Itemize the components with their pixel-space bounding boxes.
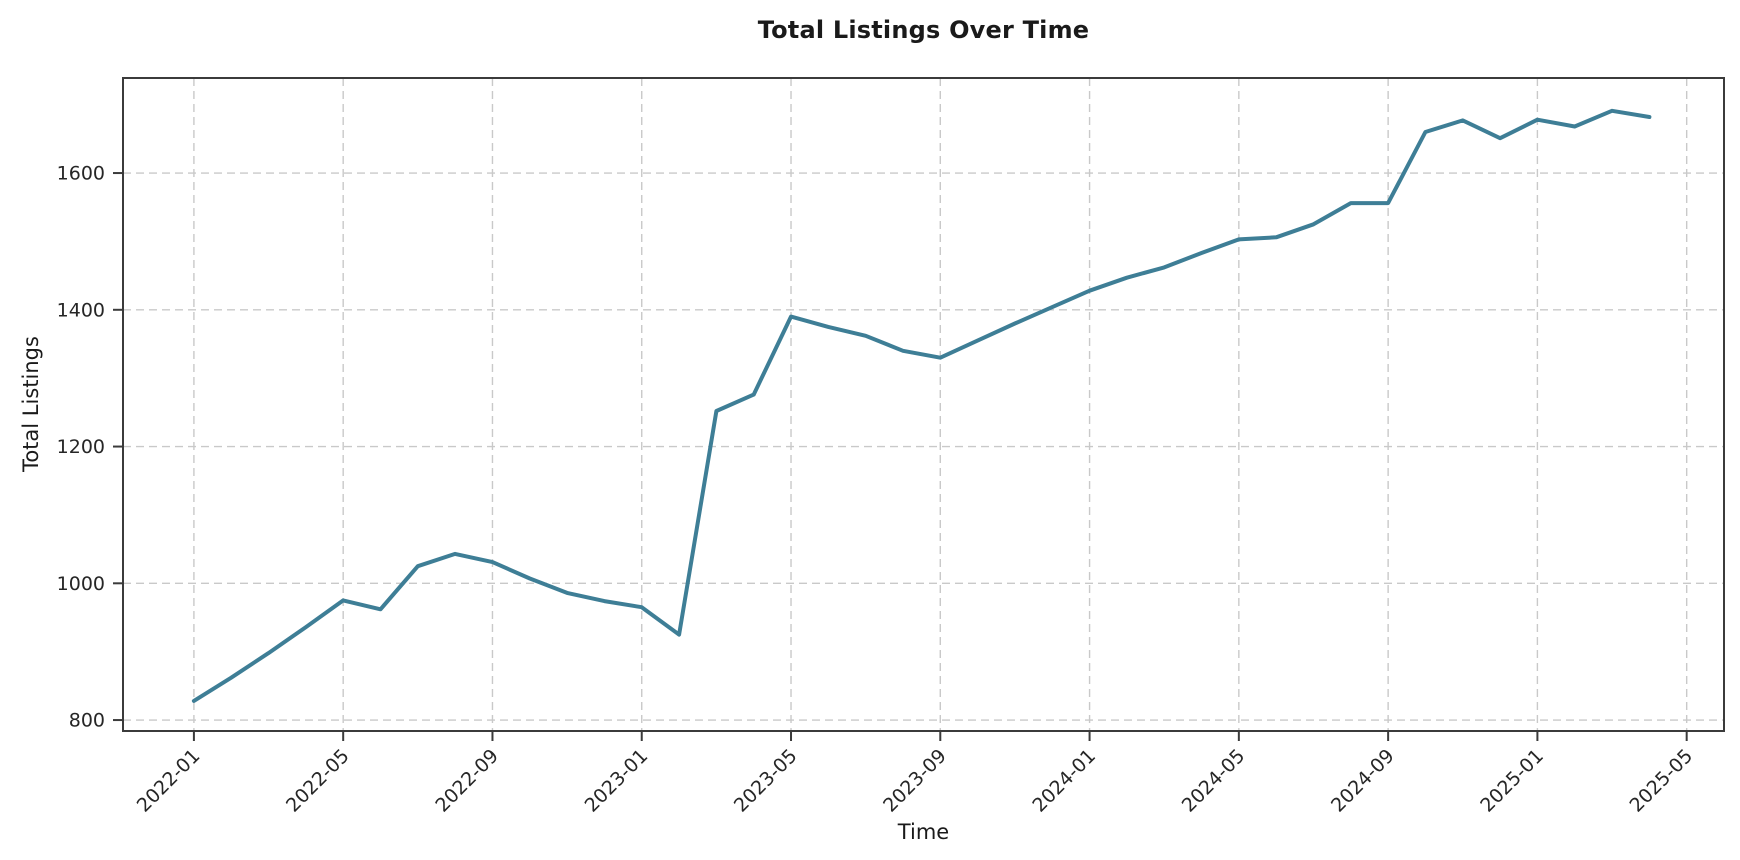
x-tick-label: 2022-05	[282, 745, 354, 817]
x-tick-label: 2023-01	[581, 745, 653, 817]
x-tick-label: 2024-01	[1028, 745, 1100, 817]
chart-title: Total Listings Over Time	[757, 16, 1090, 44]
y-tick-label: 1200	[57, 436, 105, 458]
x-tick-label: 2024-05	[1178, 745, 1250, 817]
y-tick-label: 1600	[57, 163, 105, 185]
y-tick-label: 800	[69, 710, 105, 732]
x-tick-label: 2023-09	[879, 745, 951, 817]
y-tick-label: 1000	[57, 573, 105, 595]
x-tick-label: 2022-09	[431, 745, 503, 817]
total-listings-line	[191, 108, 1652, 703]
y-tick-label: 1400	[57, 299, 105, 321]
x-tick-label: 2025-05	[1626, 745, 1698, 817]
x-tick-label: 2025-01	[1476, 745, 1548, 817]
x-tick-label: 2022-01	[133, 745, 205, 817]
axes-spines	[122, 77, 1725, 732]
x-tick-label: 2024-09	[1327, 745, 1399, 817]
x-axis-label: Time	[897, 820, 950, 844]
x-tick-label: 2023-05	[730, 745, 802, 817]
